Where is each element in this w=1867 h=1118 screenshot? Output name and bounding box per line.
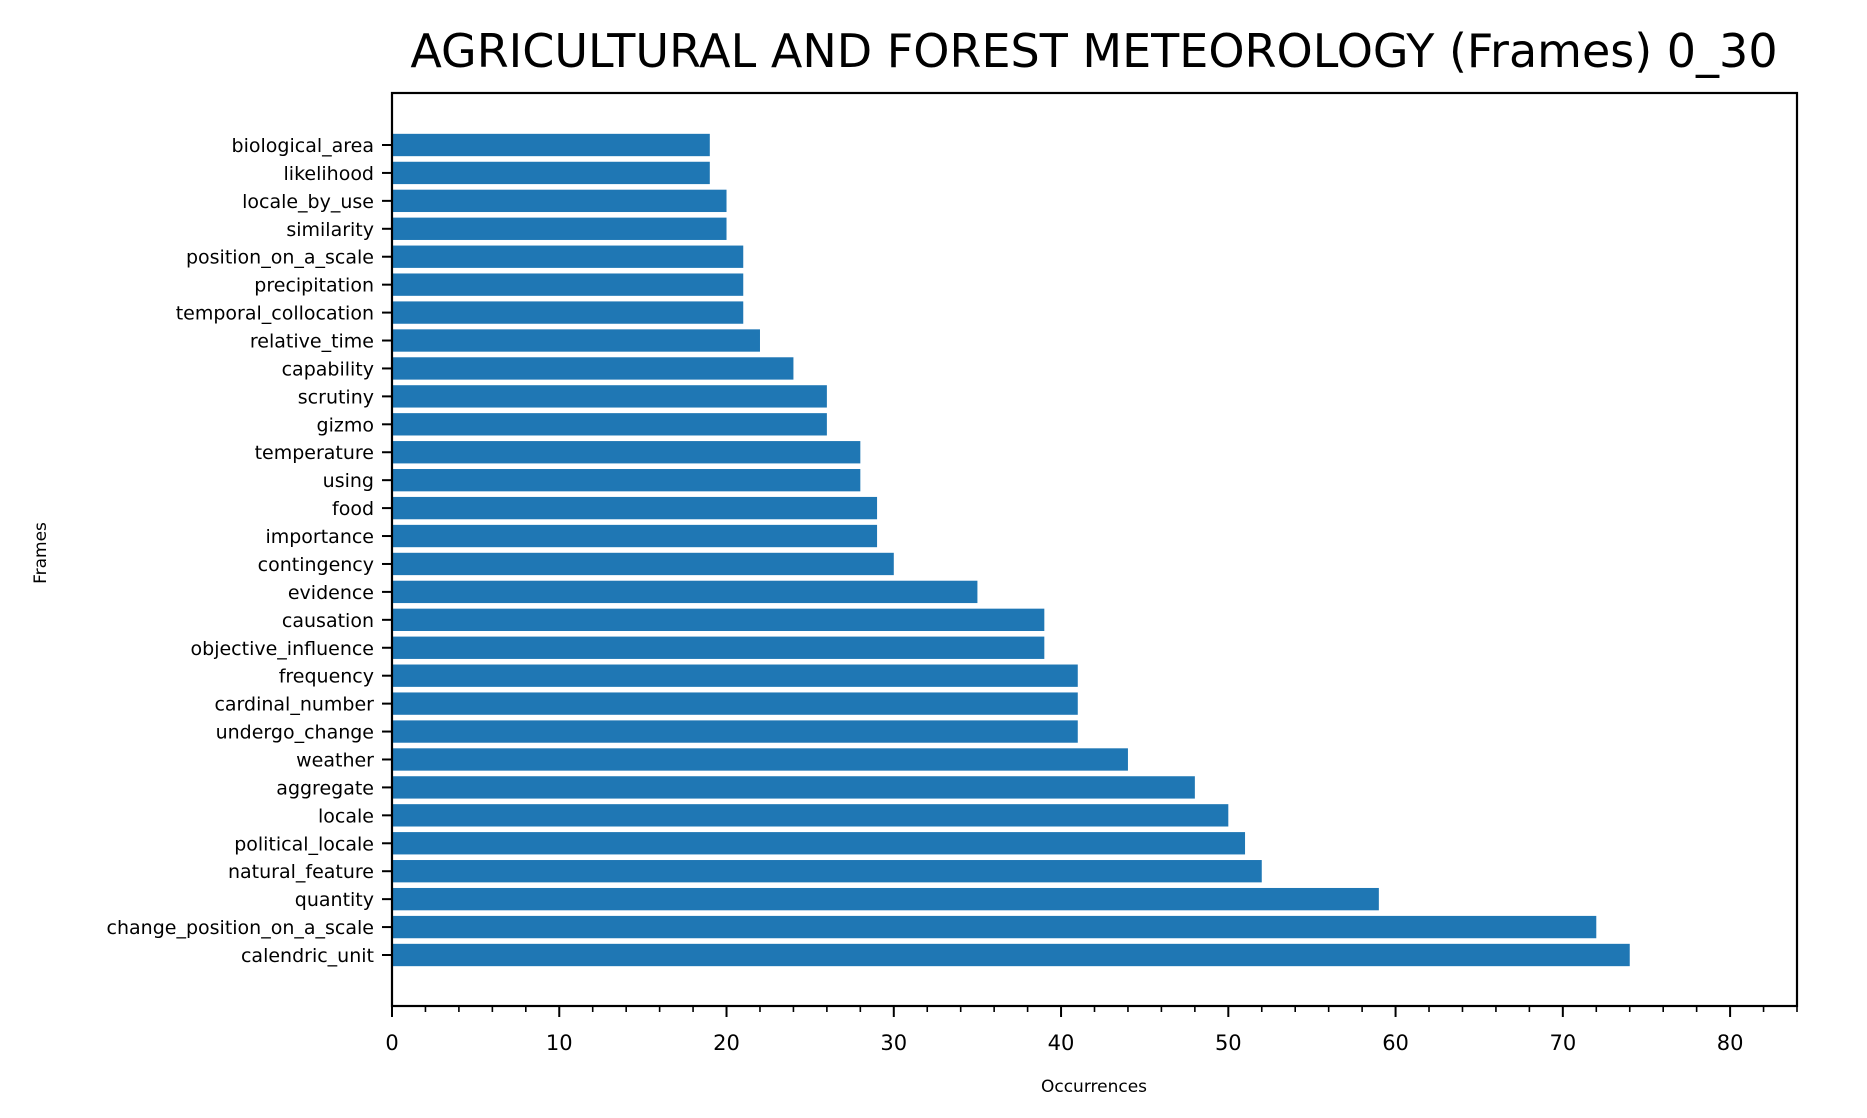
bar-cardinal_number [392,692,1078,715]
bar-relative_time [392,329,760,352]
bar-quantity [392,887,1379,911]
y-tick-label: biological_area [232,135,374,157]
bar-change_position_on_a_scale [392,915,1597,939]
x-tick-label: 20 [713,1031,740,1055]
y-tick-label: capability [282,358,374,380]
y-ticks-group: biological_area likelihood locale_by_usesi… [107,135,392,967]
bar-aggregate [392,776,1195,799]
y-tick-label: aggregate [276,777,374,799]
x-tick-label: 70 [1549,1031,1576,1055]
y-tick-label: political_locale [234,833,374,855]
bar-biological_area [392,133,710,157]
x-tick-label: 60 [1382,1031,1409,1055]
y-tick-label: causation [282,610,374,632]
bar-causation [392,608,1045,631]
y-tick-label: frequency [279,666,374,688]
bar-food [392,496,878,520]
x-tick-label: 0 [385,1031,398,1055]
bar-evidence [392,580,978,604]
bar-locale_by_use [392,189,727,213]
y-tick-label: quantity [295,889,374,911]
y-tick-label: similarity [286,219,374,241]
x-axis-label: Occurrences [1041,1077,1147,1097]
y-tick-label: natural_feature [228,861,374,883]
bar-likelihood [392,161,710,185]
bar-calendric_unit [392,943,1630,967]
bar-locale [392,804,1229,827]
bar-precipitation [392,273,744,296]
y-tick-label: food [332,498,374,520]
y-tick-label: locale_by_use [242,191,374,213]
y-tick-label: relative_time [250,331,374,353]
x-tick-label: 30 [880,1031,907,1055]
bar-objective_influence [392,636,1045,659]
y-tick-label: precipitation [254,275,374,297]
x-tick-label: 80 [1717,1031,1744,1055]
y-tick-label: locale [318,805,374,827]
bar-temporal_collocation [392,301,744,324]
bars-group [392,133,1630,967]
x-ticks-group: 0 10 20 30 40 50 60 70 80 [385,1006,1798,1055]
plot-frame [390,91,1799,1008]
y-tick-label: likelihood [284,163,374,185]
y-axis-label: Frames [31,522,51,584]
bar-weather [392,748,1128,771]
y-tick-label: using [323,470,374,492]
bar-political_locale [392,832,1246,855]
y-tick-label: undergo_change [216,722,374,744]
y-tick-label: gizmo [317,414,374,436]
bar-position_on_a_scale [392,245,744,268]
bar-temperature [392,441,861,464]
y-tick-label: position_on_a_scale [186,247,374,269]
bar-natural_feature [392,860,1262,883]
y-tick-label: weather [296,749,374,771]
bar-similarity [392,217,727,240]
x-tick-label: 10 [546,1031,573,1055]
bar-contingency [392,552,894,576]
bar-undergo_change [392,720,1078,743]
y-tick-label: evidence [288,582,374,604]
y-tick-label: scrutiny [298,386,374,408]
y-tick-label: temperature [255,442,374,464]
bar-gizmo [392,413,827,436]
y-tick-label: importance [265,526,374,548]
y-tick-label: change_position_on_a_scale [107,917,374,939]
y-tick-label: cardinal_number [214,694,374,716]
x-tick-label: 40 [1048,1031,1075,1055]
y-tick-label: objective_influence [191,638,374,660]
chart-title: AGRICULTURAL AND FOREST METEOROLOGY (Fra… [410,24,1777,78]
x-tick-label: 50 [1215,1031,1242,1055]
bar-capability [392,357,794,380]
y-tick-label: calendric_unit [241,945,374,967]
y-tick-label: temporal_collocation [176,303,374,325]
bar-using [392,469,861,492]
bar-importance [392,524,878,548]
bar-frequency [392,664,1078,687]
y-tick-label: contingency [258,554,374,576]
bar-scrutiny [392,385,827,408]
